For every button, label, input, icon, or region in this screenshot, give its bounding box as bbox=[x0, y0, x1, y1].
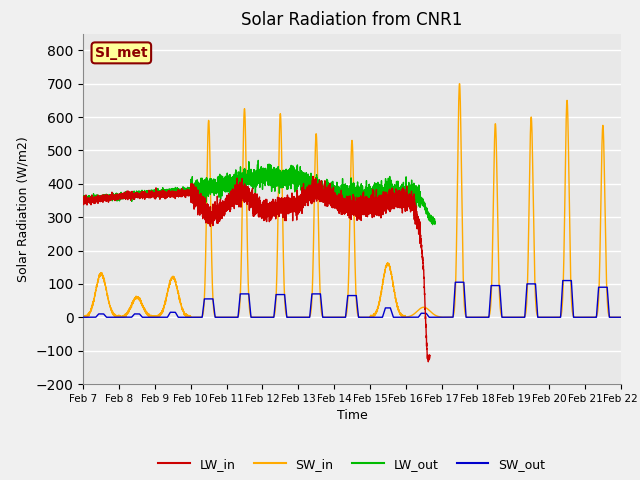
SW_in bbox=[262, 314, 270, 320]
SW_out bbox=[472, 314, 480, 320]
SW_in bbox=[472, 314, 480, 320]
Line: SW_in: SW_in bbox=[83, 84, 621, 317]
SW_in bbox=[595, 301, 602, 307]
LW_in bbox=[334, 198, 342, 204]
SW_in bbox=[79, 314, 87, 320]
X-axis label: Time: Time bbox=[337, 409, 367, 422]
Legend: LW_in, SW_in, LW_out, SW_out: LW_in, SW_in, LW_out, SW_out bbox=[154, 453, 550, 476]
LW_in bbox=[79, 201, 87, 206]
SW_in bbox=[488, 287, 495, 293]
SW_out bbox=[595, 289, 602, 295]
SW_in bbox=[456, 81, 463, 86]
SW_in bbox=[588, 314, 595, 320]
SW_in bbox=[334, 314, 342, 320]
LW_in bbox=[262, 210, 269, 216]
SW_out bbox=[588, 314, 595, 320]
SW_out bbox=[559, 277, 566, 283]
SW_out bbox=[617, 314, 625, 320]
LW_out bbox=[262, 172, 269, 178]
Text: SI_met: SI_met bbox=[95, 46, 148, 60]
Line: LW_in: LW_in bbox=[83, 176, 429, 362]
LW_out bbox=[334, 183, 342, 189]
Line: SW_out: SW_out bbox=[83, 280, 621, 317]
SW_out bbox=[262, 314, 269, 320]
SW_out bbox=[488, 283, 495, 288]
LW_out bbox=[79, 199, 87, 205]
SW_in bbox=[80, 314, 88, 320]
Y-axis label: Solar Radiation (W/m2): Solar Radiation (W/m2) bbox=[17, 136, 30, 282]
Title: Solar Radiation from CNR1: Solar Radiation from CNR1 bbox=[241, 11, 463, 29]
SW_out bbox=[79, 314, 87, 320]
Line: LW_out: LW_out bbox=[83, 160, 435, 225]
SW_out bbox=[334, 314, 342, 320]
SW_in bbox=[617, 314, 625, 320]
